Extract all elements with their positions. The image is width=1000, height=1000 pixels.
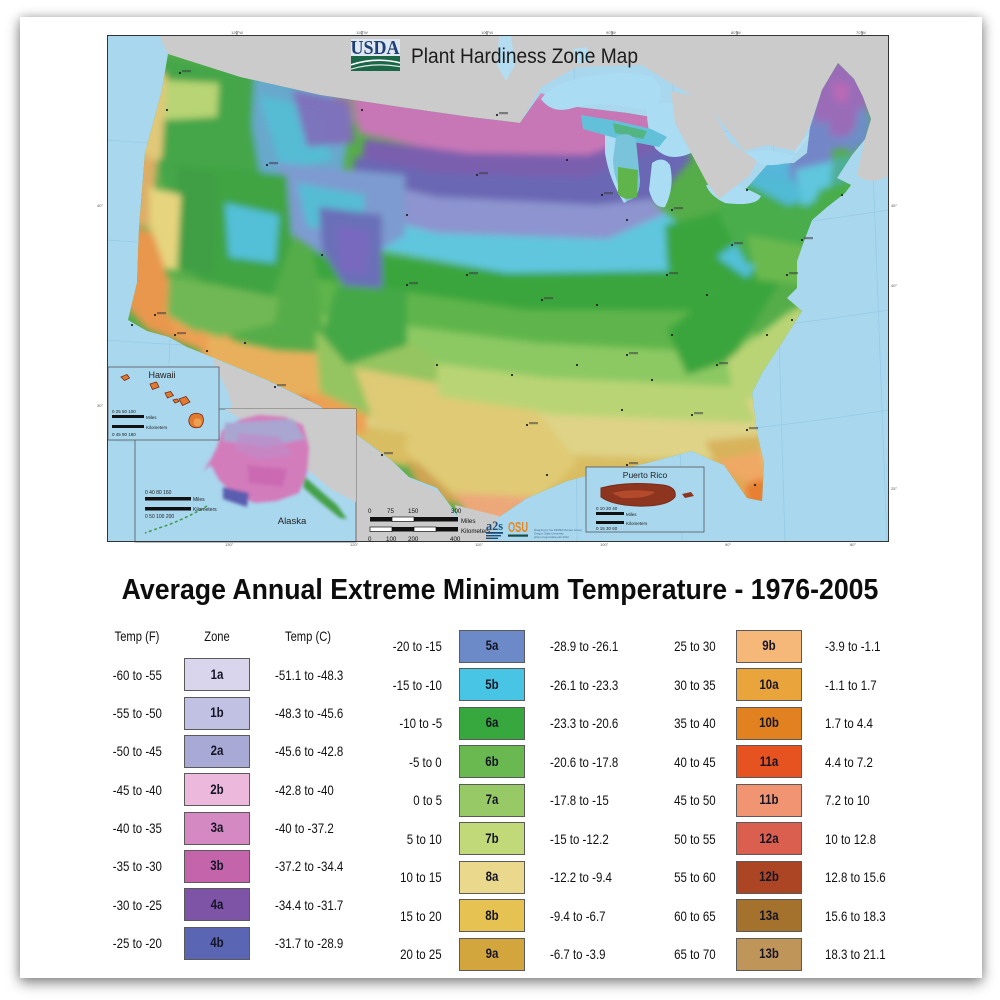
svg-text:70°W: 70°W xyxy=(856,30,866,35)
svg-text:Miles: Miles xyxy=(193,497,205,503)
svg-text:300: 300 xyxy=(451,508,462,515)
svg-text:Miles: Miles xyxy=(626,512,637,517)
svg-text:Alaska: Alaska xyxy=(278,516,307,527)
svg-text:120°: 120° xyxy=(350,542,359,547)
svg-text:80°W: 80°W xyxy=(731,30,741,35)
svg-text:120°W: 120°W xyxy=(231,30,243,35)
svg-text:100°W: 100°W xyxy=(481,30,493,35)
svg-text:Oregon State University: Oregon State University xyxy=(534,532,564,536)
svg-text:0 10 20 40: 0 10 20 40 xyxy=(596,506,618,511)
svg-text:110°W: 110°W xyxy=(356,30,368,35)
svg-text:prism.oregonstate.edu 2012: prism.oregonstate.edu 2012 xyxy=(534,535,569,539)
svg-text:90°: 90° xyxy=(725,542,731,547)
svg-text:0 15 30 60: 0 15 30 60 xyxy=(596,526,618,531)
svg-text:110°: 110° xyxy=(475,542,483,547)
svg-text:Kilometers: Kilometers xyxy=(146,425,168,430)
svg-text:USDA: USDA xyxy=(351,38,400,59)
svg-text:130°: 130° xyxy=(225,542,234,547)
svg-text:100°: 100° xyxy=(600,542,609,547)
svg-text:Puerto Rico: Puerto Rico xyxy=(623,470,668,480)
svg-text:0 40 80 160: 0 40 80 160 xyxy=(145,490,172,496)
svg-text:0 45 90 180: 0 45 90 180 xyxy=(112,432,136,437)
svg-text:Kilometers: Kilometers xyxy=(461,528,490,535)
svg-text:0: 0 xyxy=(368,508,372,515)
svg-text:80°: 80° xyxy=(850,542,856,547)
svg-text:90°W: 90°W xyxy=(606,30,616,35)
svg-text:150: 150 xyxy=(408,508,419,515)
svg-text:0 50 100 200: 0 50 100 200 xyxy=(145,514,174,520)
svg-text:Plant Hardiness Zone Map: Plant Hardiness Zone Map xyxy=(411,45,638,68)
svg-text:Kilometers: Kilometers xyxy=(193,507,217,513)
svg-text:Hawaii: Hawaii xyxy=(148,370,175,380)
svg-text:30°: 30° xyxy=(97,403,103,408)
svg-text:25°: 25° xyxy=(891,486,897,491)
svg-text:a2s: a2s xyxy=(486,518,503,533)
svg-text:Miles: Miles xyxy=(461,518,475,525)
svg-text:OSU: OSU xyxy=(508,520,528,536)
svg-text:400: 400 xyxy=(450,536,461,543)
svg-text:Kilometers: Kilometers xyxy=(626,521,648,526)
svg-text:Mapping by the PRISM Climate G: Mapping by the PRISM Climate Group xyxy=(534,528,582,532)
svg-text:0 25 50 100: 0 25 50 100 xyxy=(112,409,136,414)
svg-text:45°: 45° xyxy=(891,203,897,208)
svg-text:100: 100 xyxy=(386,536,397,543)
svg-text:40°: 40° xyxy=(891,283,897,288)
svg-text:40°: 40° xyxy=(97,203,103,208)
svg-text:200: 200 xyxy=(408,536,419,543)
svg-text:Miles: Miles xyxy=(146,415,157,420)
svg-text:75: 75 xyxy=(387,508,394,515)
svg-text:0: 0 xyxy=(368,536,372,543)
